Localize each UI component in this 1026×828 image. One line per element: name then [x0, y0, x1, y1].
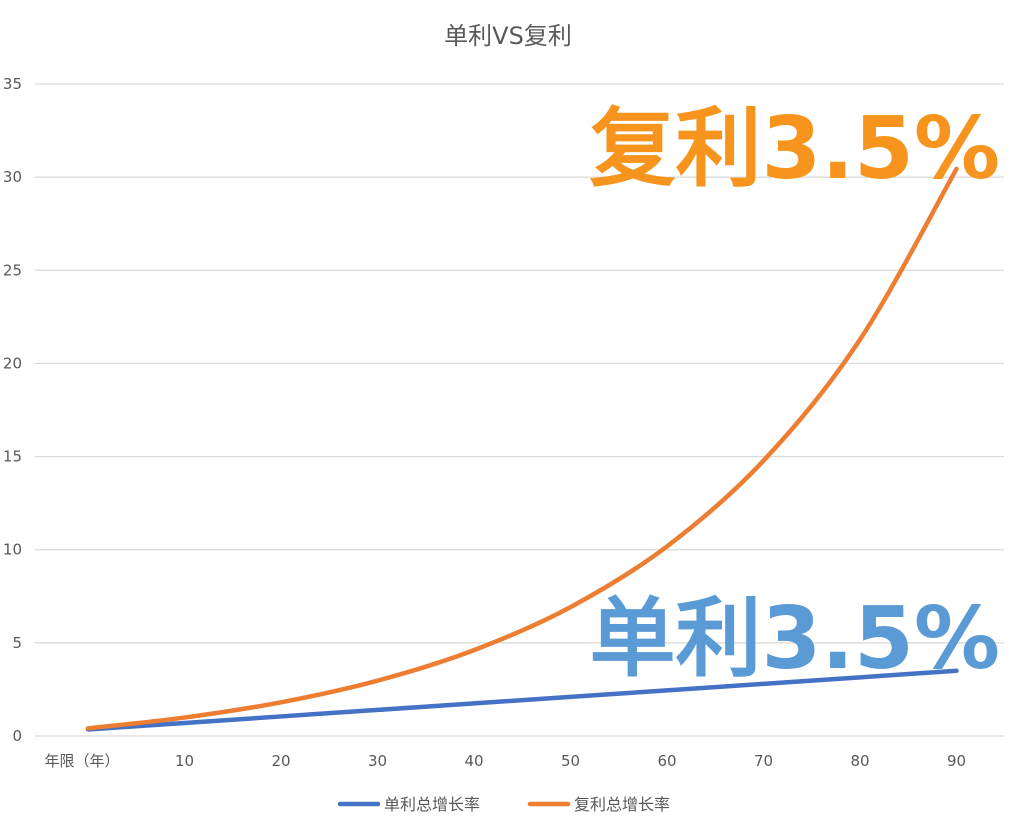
x-tick-label: 80: [850, 752, 869, 770]
x-tick-label: 90: [947, 752, 966, 770]
y-tick-label: 20: [3, 354, 22, 372]
x-tick-label: 年限（年）: [44, 752, 119, 770]
x-tick-label: 60: [657, 752, 676, 770]
y-tick-label: 5: [12, 634, 22, 652]
y-tick-label: 35: [3, 75, 22, 93]
y-tick-label: 30: [3, 168, 22, 186]
y-axis-ticks: 0 5 10 15 20 25 30 35: [3, 75, 22, 745]
annotation-simple: 单利3.5%: [589, 589, 1000, 689]
y-tick-label: 15: [3, 448, 22, 466]
x-tick-label: 40: [464, 752, 483, 770]
x-tick-label: 20: [271, 752, 290, 770]
x-tick-label: 70: [754, 752, 773, 770]
annotation-compound: 复利3.5%: [589, 99, 1000, 199]
series-line-simple: [85, 668, 959, 732]
y-tick-label: 10: [3, 541, 22, 559]
legend-label: 单利总增长率: [384, 795, 480, 814]
y-tick-label: 25: [3, 261, 22, 279]
x-tick-label: 50: [561, 752, 580, 770]
gridlines: [35, 83, 1004, 737]
annotations: 复利3.5% 单利3.5%: [589, 99, 1000, 689]
y-tick-label: 0: [12, 727, 22, 745]
x-axis-ticks: 年限（年） 10 20 30 40 50 60 70 80 90: [44, 752, 966, 770]
legend: 单利总增长率 复利总增长率: [337, 795, 670, 814]
legend-label: 复利总增长率: [574, 795, 670, 814]
x-tick-label: 10: [175, 752, 194, 770]
x-tick-label: 30: [368, 752, 387, 770]
series-line-compound: [85, 166, 959, 731]
series-lines: [85, 166, 959, 732]
chart-title: 单利VS复利: [444, 22, 572, 50]
